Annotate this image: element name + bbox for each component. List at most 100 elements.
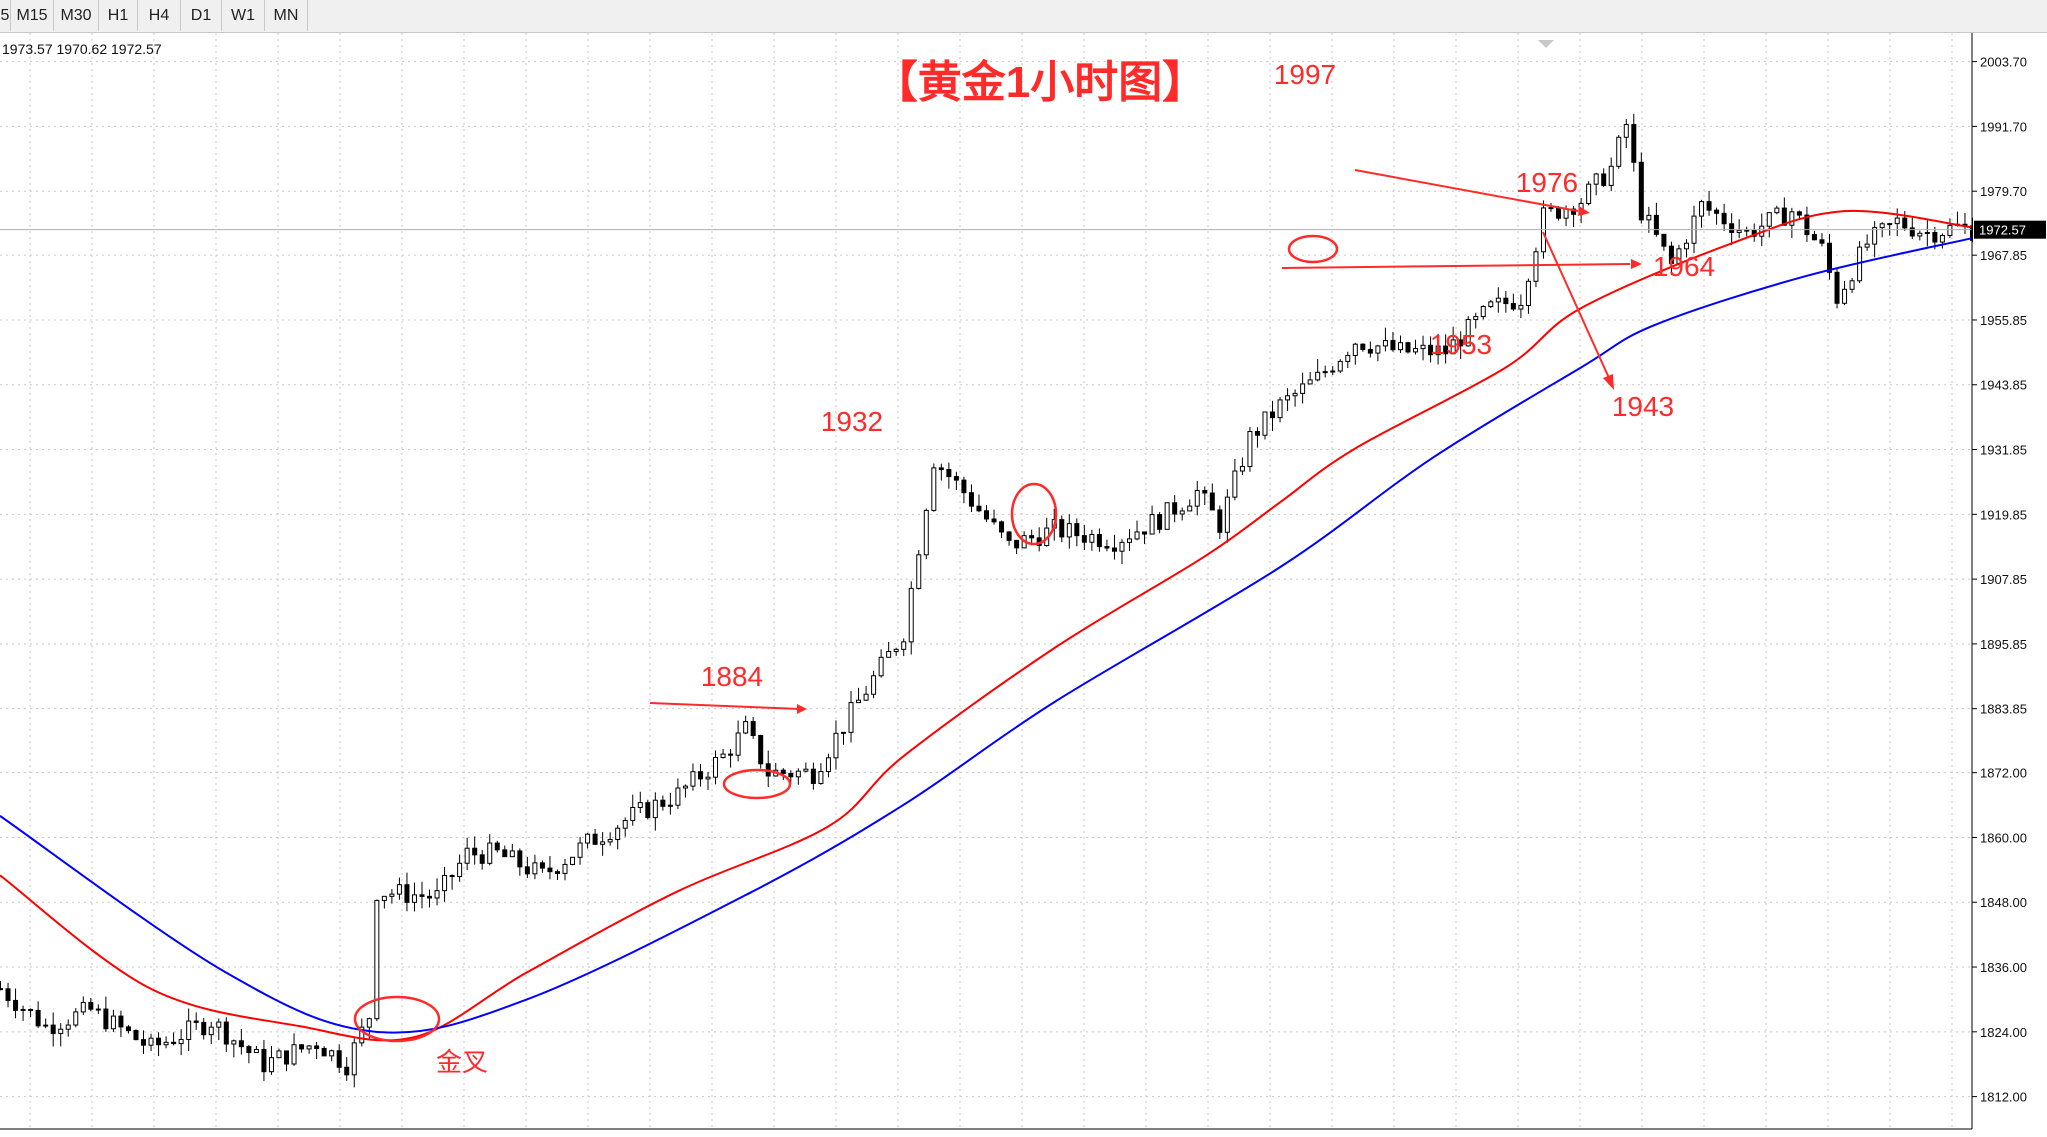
candle-body	[1142, 531, 1148, 535]
candle-body	[0, 988, 3, 991]
candle	[863, 685, 869, 702]
candle-body	[1804, 214, 1810, 236]
candle-body	[1104, 546, 1110, 549]
candle-body	[916, 554, 922, 589]
candle	[547, 856, 553, 880]
chart-background	[0, 33, 2047, 1137]
candle-body	[163, 1041, 169, 1046]
candle	[1285, 388, 1291, 411]
candle-body	[1488, 301, 1494, 307]
candle-body	[1029, 535, 1035, 539]
candle	[532, 854, 538, 880]
y-tick-label: 2003.70	[1980, 55, 2027, 70]
label-1953: 1953	[1430, 329, 1492, 360]
candle	[1119, 539, 1125, 565]
candle-body	[1668, 245, 1674, 264]
candle	[1435, 333, 1441, 365]
tf-h1-button[interactable]: H1	[99, 0, 138, 31]
candle-body	[1947, 224, 1953, 236]
candle	[1646, 206, 1652, 233]
candle	[35, 1001, 41, 1028]
candle	[1270, 400, 1276, 431]
candle-body	[487, 842, 493, 864]
candle-body	[1932, 231, 1938, 243]
candle-body	[1533, 251, 1539, 282]
candle-body	[630, 807, 636, 822]
ma-slow-line	[0, 237, 1973, 1034]
candle-body	[20, 1008, 26, 1011]
support-circle-3	[1287, 234, 1339, 264]
candle	[1638, 152, 1644, 224]
candle-body	[1503, 297, 1509, 305]
candle	[1194, 481, 1200, 516]
candle	[1811, 230, 1817, 241]
candle-body	[1939, 234, 1945, 243]
tf-w1-button[interactable]: W1	[222, 0, 265, 31]
candle	[810, 762, 816, 790]
candle-body	[502, 849, 508, 858]
candle	[1111, 534, 1117, 560]
candle-body	[238, 1040, 244, 1048]
candle-body	[1330, 370, 1336, 373]
candle	[1465, 315, 1471, 347]
candle-body	[592, 833, 598, 845]
candle	[0, 981, 3, 991]
candle	[1413, 339, 1419, 355]
candle	[171, 1032, 177, 1046]
candle-body	[1714, 209, 1720, 214]
candle	[630, 794, 636, 826]
price-chart[interactable]: 1997 1976 1964 1953 1943 1932 1884 金叉 【黄…	[0, 33, 2047, 1137]
tf-d1-button[interactable]: D1	[181, 0, 222, 31]
candle-body	[1744, 229, 1750, 232]
candle-body	[479, 854, 485, 864]
candle	[1179, 507, 1185, 521]
candle-body	[1721, 212, 1727, 225]
candle	[871, 670, 877, 699]
candle-body	[1894, 217, 1900, 225]
candle	[1721, 203, 1727, 231]
ohlc-readout: 1973.57 1970.62 1972.57	[2, 41, 162, 57]
candle	[1714, 207, 1720, 225]
tf-m5-button[interactable]: 5	[0, 0, 11, 31]
y-tick-label: 1895.85	[1980, 637, 2027, 652]
candle	[577, 836, 583, 865]
candle	[1134, 520, 1140, 541]
candle	[246, 1044, 252, 1064]
candle	[88, 997, 94, 1012]
tf-mn-button[interactable]: MN	[265, 0, 308, 31]
candle	[1397, 335, 1403, 354]
candle	[253, 1045, 259, 1054]
y-tick-label: 1812.00	[1980, 1090, 2027, 1105]
candle	[539, 860, 545, 873]
candle-body	[1766, 212, 1772, 227]
candle-body	[509, 850, 515, 858]
candle-body	[554, 871, 560, 874]
candle-body	[1811, 234, 1817, 241]
candle	[1458, 331, 1464, 360]
candle-body	[1247, 431, 1253, 468]
tf-m15-button[interactable]: M15	[11, 0, 54, 31]
candle	[1127, 529, 1133, 551]
tf-m30-button[interactable]: M30	[54, 0, 99, 31]
candle	[1766, 212, 1772, 238]
tf-h4-button[interactable]: H4	[138, 0, 181, 31]
candle-body	[1209, 492, 1215, 511]
candle	[1842, 280, 1848, 306]
candle	[697, 764, 703, 787]
candle-body	[344, 1066, 350, 1076]
label-1976: 1976	[1516, 167, 1578, 198]
candle	[276, 1048, 282, 1059]
candle-body	[720, 753, 726, 759]
trendline-1976-line	[1354, 169, 1579, 212]
candle	[1616, 135, 1622, 169]
candle-body	[1458, 339, 1464, 347]
candle-body	[1902, 217, 1908, 229]
candle	[216, 1018, 222, 1041]
candle	[208, 1021, 214, 1044]
candle-body	[1420, 344, 1426, 350]
candle-body	[1352, 343, 1358, 356]
candle-body	[389, 893, 395, 897]
candle	[223, 1017, 229, 1052]
candle-body	[1548, 207, 1554, 210]
shift-marker-icon[interactable]	[1538, 40, 1554, 48]
